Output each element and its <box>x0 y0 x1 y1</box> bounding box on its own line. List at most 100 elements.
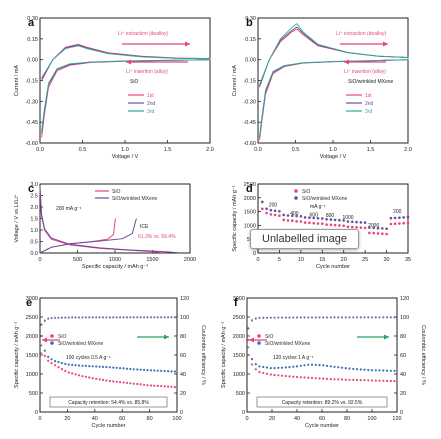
y-tick-label-e: 3000 <box>26 296 38 302</box>
ce-point-f <box>382 316 385 319</box>
capacity-point-f <box>382 379 385 382</box>
ce-point-e <box>136 316 139 319</box>
ce-point-f <box>348 316 351 319</box>
capacity-point-e <box>125 367 129 370</box>
y2-tick-label-f: 40 <box>400 372 406 378</box>
ce-point-e <box>88 316 91 319</box>
ce-point-e <box>167 316 170 319</box>
capacity-point-f <box>378 369 381 372</box>
capacity-point-e <box>84 375 87 378</box>
ce-point-e <box>81 316 84 319</box>
ce-point-f <box>247 346 250 349</box>
capacity-point-e <box>139 383 142 386</box>
capacity-point-e <box>132 368 135 371</box>
ce-point-e <box>40 352 43 355</box>
capacity-point-e <box>129 367 132 371</box>
rate-point-SiO/wrinkled MXene <box>286 214 290 217</box>
y2-tick-label-e: 60 <box>180 353 186 359</box>
y2-tick-label-f: 120 <box>400 296 409 302</box>
capacity-point-e <box>95 365 98 368</box>
x-tick-label-d: 10 <box>298 257 304 263</box>
capacity-point-e <box>47 355 50 358</box>
capacity-point-f <box>295 365 299 368</box>
capacity-point-e <box>119 381 122 384</box>
ce-point-e <box>173 316 176 319</box>
x-tick-label-a: 0.0 <box>36 147 44 153</box>
ce-point-f <box>329 316 332 319</box>
y-tick-label-e: 1000 <box>26 372 38 378</box>
arrow-extraction-a-head <box>185 41 190 47</box>
rate-label: 800 <box>326 213 335 219</box>
capacity-point-e <box>60 361 64 365</box>
rate-point-SiO/wrinkled MXene <box>385 227 388 230</box>
ce-point-f <box>352 316 355 319</box>
capacity-point-f <box>262 371 265 374</box>
x-tick-label-d: 15 <box>319 257 325 263</box>
ce-point-f <box>258 316 261 319</box>
capacity-point-f <box>385 369 389 372</box>
rate-point-SiO <box>359 226 363 229</box>
capacity-point-f <box>367 379 370 382</box>
capacity-point-f <box>250 358 254 361</box>
capacity-point-e <box>50 362 53 365</box>
rate-point-SiO/wrinkled MXene <box>261 200 264 204</box>
panel-letter-b: b <box>246 17 253 29</box>
annotation-ice-label: ICE <box>140 224 149 230</box>
rate-unit-label: mA g⁻¹ <box>310 204 326 210</box>
capacity-point-f <box>310 376 314 380</box>
x-tick-label-e: 20 <box>64 416 70 422</box>
ce-point-f <box>281 316 283 319</box>
rate-point-SiO <box>363 226 367 230</box>
capacity-point-e <box>101 378 105 381</box>
y2-tick-label-f: 0 <box>400 410 403 416</box>
capacity-point-f <box>344 367 347 370</box>
ce-point-e <box>126 316 128 319</box>
capacity-point-e <box>167 385 170 388</box>
x-axis-label-b: Voltage / V <box>320 154 347 160</box>
capacity-point-e <box>160 369 163 372</box>
rate-point-SiO <box>286 219 290 222</box>
capacity-point-f <box>318 377 321 380</box>
ce-point-f <box>273 316 276 319</box>
rate-point-SiO <box>351 225 354 229</box>
panel-e: 0 20 40 60 80 100300025002000150010005000Cycl… <box>14 296 206 429</box>
unlabelled-image-badge[interactable]: Unlabelled image <box>250 229 359 249</box>
capacity-point-e <box>64 362 67 365</box>
x-axis-label-a: Voltage / V <box>112 154 139 160</box>
y-tick-label-a: -0.30 <box>25 99 38 105</box>
y-tick-label-d: 0 <box>253 251 256 257</box>
panel-letter-e: e <box>26 297 32 309</box>
capacity-point-f <box>359 368 362 371</box>
annotation-insertion-a: Li⁺ insertion (alloy) <box>126 69 168 75</box>
capacity-point-f <box>280 374 284 377</box>
ce-point-e <box>119 316 122 319</box>
rate-point-SiO/wrinkled MXene <box>278 210 281 213</box>
annotation-current-e: 100 cycles 0.5 A g⁻¹ <box>66 355 111 361</box>
y-tick-label-c: 3.0 <box>30 182 38 188</box>
legend-label-d: SiO <box>302 189 310 195</box>
capacity-point-f <box>389 369 392 372</box>
rate-point-SiO/wrinkled MXene <box>295 214 298 218</box>
y2-tick-label-e: 120 <box>180 296 189 302</box>
capacity-point-f <box>299 376 302 379</box>
rate-point-SiO <box>406 221 410 225</box>
rate-point-SiO/wrinkled MXene <box>303 216 307 219</box>
y-tick-label-a: -0.45 <box>25 120 38 126</box>
rate-point-SiO/wrinkled MXene <box>372 226 376 230</box>
rate-point-SiO/wrinkled MXene <box>299 215 303 218</box>
capacity-point-e <box>167 370 170 373</box>
ce-point-e <box>105 316 108 319</box>
y2-tick-label-e: 0 <box>180 410 183 416</box>
capacity-point-e <box>47 359 50 362</box>
arrow-capacity-f-head <box>249 337 254 343</box>
capacity-point-e <box>156 369 159 372</box>
legend-label-e: SiO <box>58 334 66 340</box>
capacity-point-e <box>173 386 176 389</box>
y-tick-label-d: 1000 <box>244 223 256 229</box>
rate-point-SiO <box>269 213 273 216</box>
x-tick-label-b: 1.0 <box>329 147 337 153</box>
rate-point-SiO/wrinkled MXene <box>291 214 294 217</box>
capacity-point-e <box>101 365 105 368</box>
x-axis-label-d: Cycle number <box>316 264 350 270</box>
capacity-point-e <box>108 379 111 383</box>
